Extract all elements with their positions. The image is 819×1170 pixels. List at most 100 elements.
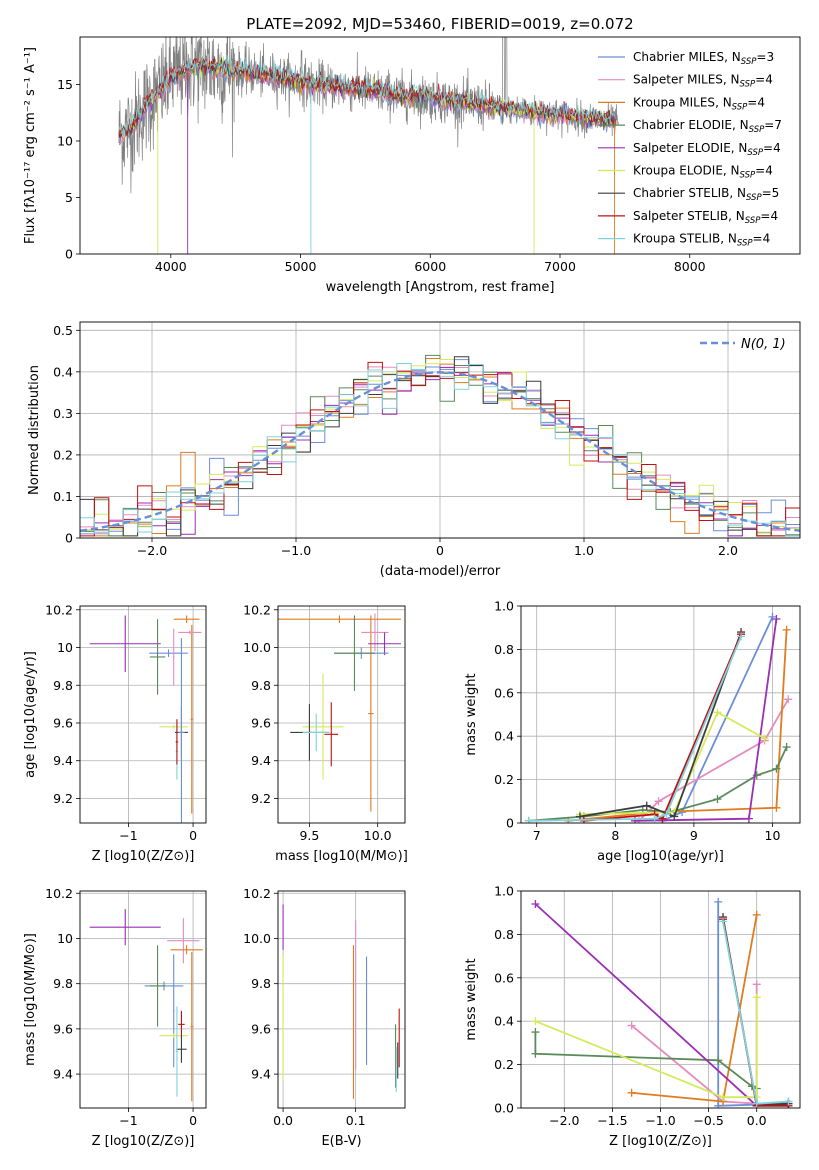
- legend-label: Kroupa STELIB, NSSP=4: [633, 232, 770, 249]
- error-point-chabrier_miles: [178, 638, 185, 823]
- weight-marker-kroupa_elodie: [719, 1093, 728, 1102]
- error-point-kroupa_elodie: [159, 1033, 188, 1038]
- panel-spectrum: 4000 5000 6000 7000 8000 0 5 10 15 wavelength [An…: [23, 15, 801, 295]
- weight-marker-salpeter_stelib: [579, 816, 588, 823]
- y-axis-label: mass weight: [464, 958, 479, 1040]
- axes-frame: [520, 890, 801, 1109]
- legend-sep: , N: [731, 141, 748, 155]
- y-tick-label: 9.8: [53, 678, 73, 693]
- legend-nssp: 4: [773, 141, 781, 155]
- x-tick-label: 2.0: [718, 543, 738, 558]
- weight-line-salpeter_stelib: [583, 633, 742, 822]
- y-axis-label: mass weight: [464, 673, 479, 755]
- error-point-salpeter_miles: [178, 630, 202, 635]
- legend-sub: SSP: [732, 102, 748, 112]
- legend-sep: , N: [720, 232, 737, 246]
- y-tick-label: 9.2: [53, 791, 73, 806]
- legend-sep: , N: [715, 95, 732, 109]
- legend-nssp: 4: [765, 73, 773, 87]
- axes-frame: [79, 321, 801, 539]
- y-tick-label: 0.1: [53, 489, 73, 504]
- y-tick-label: 10: [57, 931, 73, 946]
- weight-marker-chabrier_elodie: [531, 1049, 540, 1058]
- legend-sub: SSP: [741, 57, 757, 67]
- axes-frame: [79, 890, 207, 1109]
- weight-marker-kroupa_miles: [782, 625, 791, 634]
- ticks-age_vs_z: −1 0 9.2 9.4 9.6 9.8 10 10.2: [45, 602, 197, 843]
- panel-age_vs_z: −1 0 9.2 9.4 9.6 9.8 10 10.2 Z [log10(Z/Z⊙)] age …: [23, 602, 207, 864]
- ticks-age_vs_mass: 9.5 10.0 9.2 9.4 9.6 9.8 10.0 10.2: [243, 602, 391, 843]
- x-tick-label: 10: [765, 828, 781, 843]
- x-tick-label: 8: [611, 828, 619, 843]
- legend-eq: =: [753, 232, 763, 246]
- error-point-kroupa_miles: [173, 615, 200, 623]
- weight-marker-salpeter_elodie: [630, 816, 639, 823]
- legend-name: Kroupa STELIB: [633, 232, 720, 246]
- legend-eq: =: [747, 95, 757, 109]
- y-tick-label: 9.6: [251, 1021, 271, 1036]
- weight-marker-kroupa_stelib: [784, 1097, 793, 1106]
- y-tick-label: 10: [57, 640, 73, 655]
- error-point-kroupa_miles: [278, 615, 401, 623]
- y-tick-label: 1.0: [494, 884, 514, 899]
- y-tick-label: 0: [65, 531, 73, 546]
- error-point-salpeter_elodie: [89, 615, 161, 673]
- legend-sub: SSP: [740, 80, 756, 90]
- x-tick-label: 9: [690, 828, 698, 843]
- legend-label: N(0, 1): [741, 337, 786, 352]
- weight-marker-kroupa_stelib: [524, 816, 533, 823]
- x-tick-label: 9.5: [299, 828, 319, 843]
- weight-line-kroupa_miles: [568, 629, 788, 822]
- weight-marker-kroupa_miles: [627, 1088, 636, 1097]
- y-tick-label: 0.2: [494, 772, 514, 787]
- y-tick-label: 9.6: [53, 1021, 73, 1036]
- legend-name: Kroupa MILES: [633, 95, 715, 109]
- panel-weight_vs_age: 7 8 9 10 0 0.2 0.4 0.6 0.8 1.0 age [log10(age/yr)]…: [464, 599, 801, 864]
- plot-area-weight_vs_age: [524, 612, 793, 823]
- y-tick-label: 0.8: [494, 642, 514, 657]
- weight-marker-salpeter_elodie: [744, 814, 753, 823]
- legend-nssp: 4: [763, 232, 771, 246]
- y-tick-label: 0.4: [53, 364, 73, 379]
- y-tick-label: 10: [57, 133, 73, 148]
- y-tick-label: 0: [65, 247, 73, 262]
- y-tick-label: 0.2: [53, 447, 73, 462]
- y-tick-label: 10.0: [243, 931, 271, 946]
- panel-weight_vs_z: −2.0 −1.5 −1.0 −0.5 0.0 0.0 0.2 0.4 0.6 0.8 1.0 Z […: [464, 884, 801, 1149]
- y-tick-label: 9.4: [251, 753, 271, 768]
- legend-eq: =: [762, 186, 772, 200]
- weight-line-chabrier_stelib: [722, 916, 789, 1107]
- weight-line-kroupa_stelib: [722, 921, 789, 1105]
- weight-marker-chabrier_miles: [714, 897, 723, 906]
- legend-eq: =: [755, 164, 765, 178]
- x-tick-label: −2.0: [137, 543, 167, 558]
- model-spectrum-salpeter_stelib: [118, 56, 617, 136]
- legend-nssp: 4: [770, 209, 778, 223]
- x-tick-label: 0: [436, 543, 444, 558]
- axes-frame: [277, 605, 406, 824]
- y-tick-label: 0.6: [494, 970, 514, 985]
- histogram-kroupa_stelib: [80, 362, 800, 537]
- y-tick-label: 0.8: [494, 927, 514, 942]
- error-point-kroupa_miles: [170, 945, 203, 955]
- weight-marker-salpeter_miles: [654, 797, 663, 806]
- legend-label: Salpeter MILES, NSSP=4: [633, 73, 773, 90]
- y-tick-label: 0.4: [494, 729, 514, 744]
- panel-mass_vs_ebv: 0.0 0.1 9.4 9.6 9.8 10.0 10.2 E(B-V): [243, 886, 406, 1149]
- legend-sep: , N: [723, 164, 740, 178]
- weight-line-kroupa_elodie: [579, 711, 766, 816]
- plot-area-age_vs_z: [89, 615, 202, 823]
- y-tick-label: 0.0: [494, 1101, 514, 1116]
- legend-eq: =: [763, 141, 773, 155]
- error-point-salpeter_stelib: [175, 719, 179, 765]
- y-tick-label: 9.6: [251, 715, 271, 730]
- error-point-chabrier_miles: [173, 954, 175, 1068]
- x-axis-label: wavelength [Angstrom, rest frame]: [326, 280, 555, 295]
- weight-marker-kroupa_stelib: [650, 814, 659, 823]
- x-tick-label: 6000: [414, 259, 446, 274]
- legend-sep: , N: [732, 118, 749, 132]
- model-spectrum-kroupa_stelib: [118, 54, 617, 136]
- weight-line-kroupa_stelib: [528, 636, 742, 822]
- error-point-chabrier_elodie: [149, 945, 166, 1027]
- y-tick-label: 0.2: [494, 1057, 514, 1072]
